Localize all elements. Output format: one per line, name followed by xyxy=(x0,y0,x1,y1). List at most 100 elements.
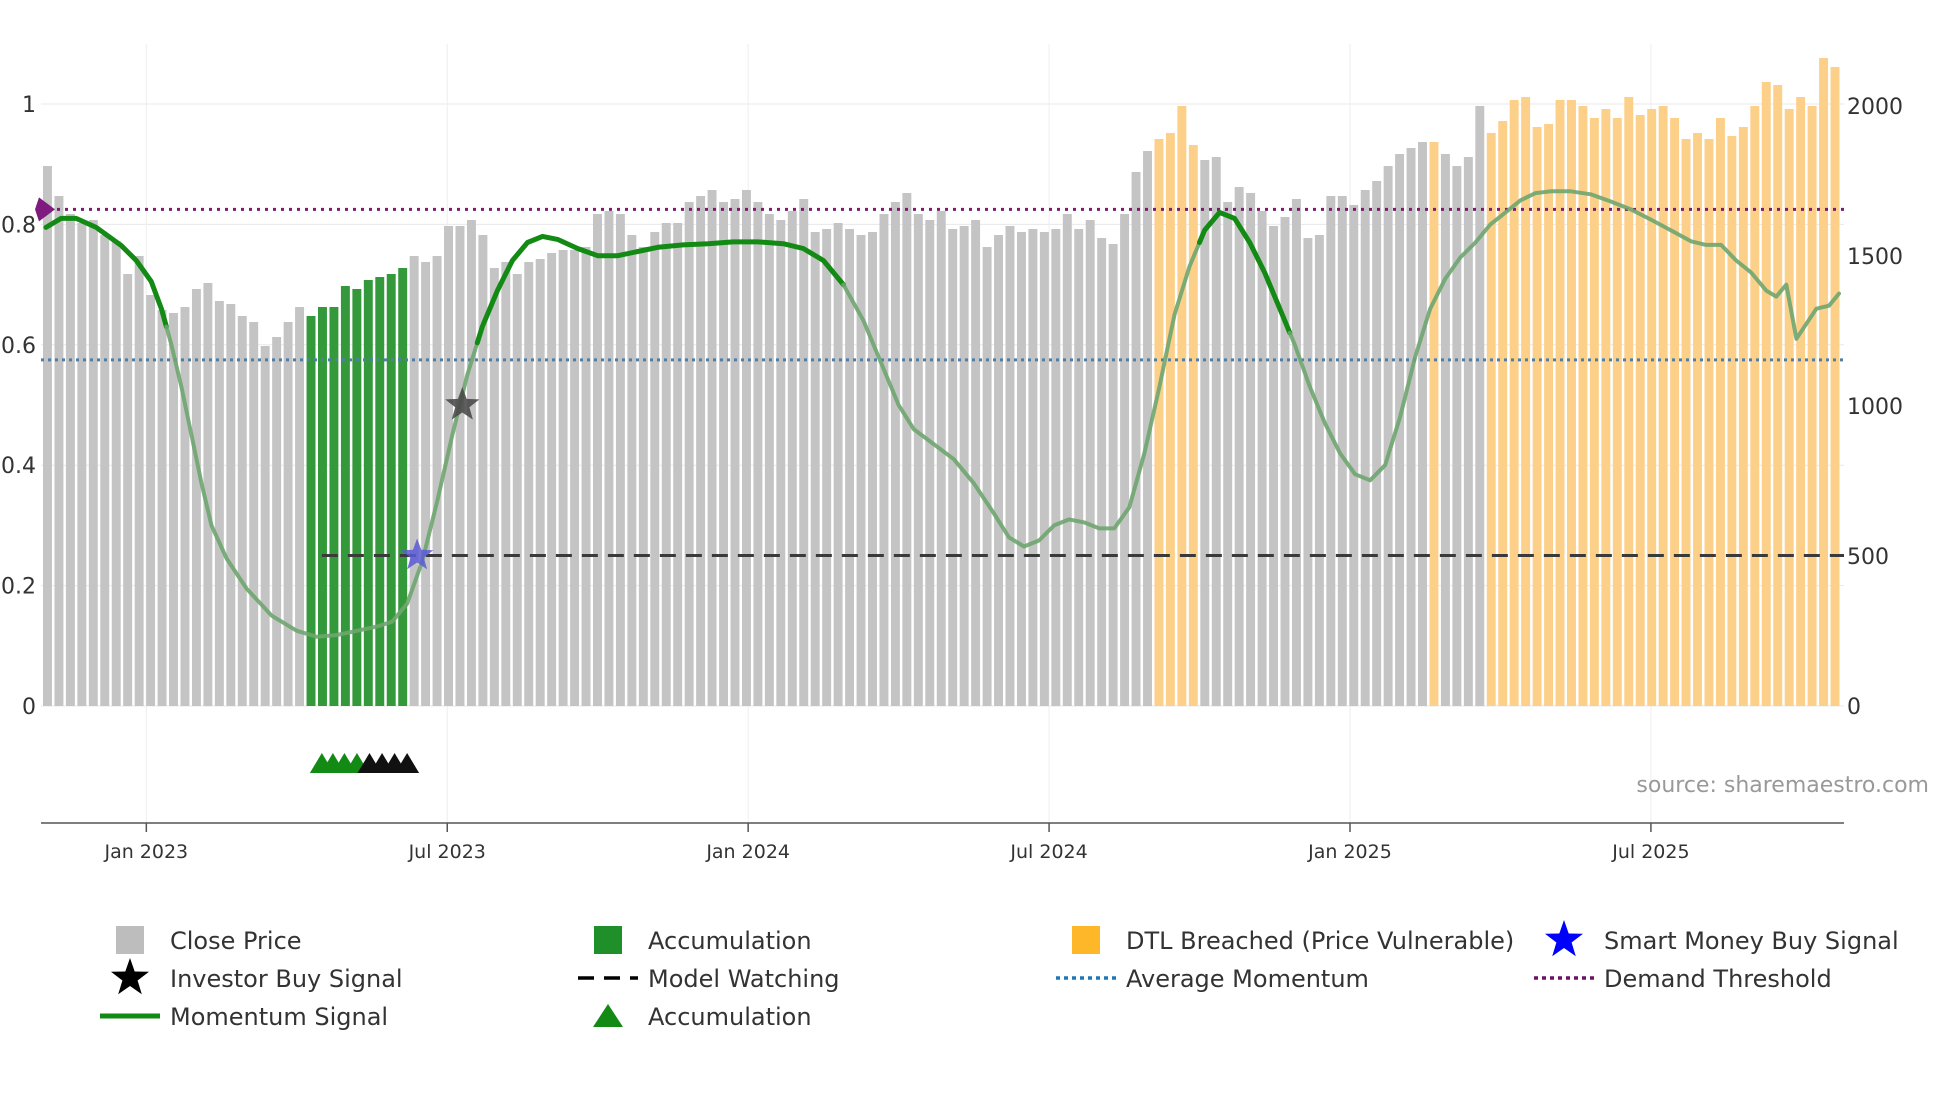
right-axis-tick-label: 1500 xyxy=(1847,245,1903,270)
legend-item: DTL Breached (Price Vulnerable) xyxy=(1072,926,1514,955)
close-price-bar xyxy=(65,214,75,706)
left-axis-ticks: 0 0.2 0.4 0.6 0.8 1 xyxy=(1,93,36,720)
demand-threshold-marker xyxy=(35,197,55,222)
close-price-bar xyxy=(1291,199,1301,706)
left-axis-tick-label: 0 xyxy=(22,695,36,720)
price-bars xyxy=(43,58,1840,706)
momentum-signal-segment xyxy=(474,233,846,346)
close-price-bar xyxy=(237,316,247,706)
close-price-bar xyxy=(444,226,453,706)
x-axis-tick-label: Jan 2025 xyxy=(1307,841,1392,863)
close-price-bar xyxy=(43,166,52,706)
accumulation-bar xyxy=(363,280,373,706)
close-price-bar xyxy=(1475,106,1485,706)
close-price-bar xyxy=(902,193,912,706)
dtl-breached-bar xyxy=(1830,67,1840,706)
close-price-bar xyxy=(272,337,282,706)
legend-label: Investor Buy Signal xyxy=(170,965,403,993)
close-price-bar xyxy=(1039,232,1049,706)
right-axis-tick-label: 2000 xyxy=(1847,95,1903,120)
close-price-bar xyxy=(1016,232,1026,706)
accumulation-bar xyxy=(340,286,350,706)
close-price-bar xyxy=(180,307,190,706)
close-price-bar xyxy=(1337,196,1347,706)
close-price-bar xyxy=(1349,205,1359,706)
close-price-bar xyxy=(260,346,270,706)
legend-item: Average Momentum xyxy=(1056,965,1369,993)
accumulation-bar xyxy=(352,289,362,706)
signal-markers xyxy=(309,387,480,773)
close-price-bar xyxy=(1360,190,1370,706)
dtl-breached-bar xyxy=(1578,106,1588,706)
dtl-breached-bar xyxy=(1658,106,1668,706)
close-price-bar xyxy=(959,226,969,706)
close-price-bar xyxy=(432,256,442,706)
close-price-bar xyxy=(157,310,167,706)
close-price-bar xyxy=(146,295,156,706)
left-axis-tick-label: 1 xyxy=(22,93,36,118)
close-price-bar xyxy=(1314,235,1324,706)
legend-item: Smart Money Buy Signal xyxy=(1545,920,1899,957)
close-price-bar xyxy=(1108,244,1118,706)
close-price-bar xyxy=(134,256,144,706)
legend-item: Investor Buy Signal xyxy=(111,958,403,995)
close-price-bar xyxy=(77,223,87,706)
legend-item: Model Watching xyxy=(578,965,840,993)
close-price-bar xyxy=(856,235,866,706)
close-price-bar xyxy=(845,229,855,706)
close-price-bar xyxy=(1418,142,1427,706)
close-price-bar xyxy=(1131,172,1141,706)
accumulation-bar xyxy=(329,307,339,706)
x-axis-tick-label: Jan 2024 xyxy=(705,841,790,863)
dtl-breached-bar xyxy=(1154,139,1164,706)
accumulation-bar xyxy=(386,274,396,706)
legend-label: Close Price xyxy=(170,927,302,955)
dtl-breached-bar xyxy=(1532,127,1542,706)
legend-label: Average Momentum xyxy=(1126,965,1369,993)
momentum-signal-segment xyxy=(43,215,169,330)
close-price-bar xyxy=(1326,196,1336,706)
dtl-breached-bar xyxy=(1177,106,1187,706)
close-price-bar xyxy=(764,214,774,706)
left-axis-tick-label: 0.4 xyxy=(1,454,36,479)
close-price-bar xyxy=(925,220,935,706)
close-price-bar xyxy=(226,304,236,706)
close-price-bar xyxy=(673,223,683,706)
legend-label: Momentum Signal xyxy=(170,1003,388,1031)
momentum-signal-segment xyxy=(841,240,1202,549)
dtl-breached-bar xyxy=(1693,133,1702,706)
close-price-bar xyxy=(88,220,98,706)
momentum-signal-segment xyxy=(1197,209,1293,336)
close-price-bar xyxy=(604,211,614,706)
close-price-bar xyxy=(1269,226,1279,706)
close-price-bar xyxy=(191,289,201,706)
close-price-bar xyxy=(478,235,488,706)
close-price-bar xyxy=(1303,238,1313,706)
close-price-bar xyxy=(1406,148,1416,706)
close-price-bar xyxy=(295,307,305,706)
dtl-breached-bar xyxy=(1647,109,1657,706)
close-price-bar xyxy=(1200,160,1210,706)
close-price-bar xyxy=(524,262,534,706)
investor-buy-signal-star xyxy=(445,387,480,420)
close-price-bar xyxy=(1120,214,1130,706)
close-price-bar xyxy=(1280,217,1290,706)
dtl-breached-bar xyxy=(1165,133,1175,706)
close-price-bar xyxy=(787,211,797,706)
close-price-bar xyxy=(1005,226,1015,706)
close-price-bar xyxy=(879,214,889,706)
legend-swatch-square xyxy=(594,926,622,954)
close-price-bar xyxy=(833,223,843,706)
close-price-bar xyxy=(741,190,751,706)
dtl-breached-bar xyxy=(1555,100,1565,706)
accumulation-bar xyxy=(318,307,327,706)
legend-label: Accumulation xyxy=(648,927,812,955)
dtl-breached-bar xyxy=(1521,97,1531,706)
dtl-breached-bar xyxy=(1761,82,1771,706)
right-axis-ticks: 0 500 1000 1500 2000 xyxy=(1847,95,1903,720)
legend-label: Model Watching xyxy=(648,965,840,993)
close-price-bar xyxy=(1234,187,1244,706)
dtl-breached-bar xyxy=(1681,139,1691,706)
close-price-bar xyxy=(1223,202,1233,706)
momentum-signal-segment xyxy=(1287,189,1841,483)
